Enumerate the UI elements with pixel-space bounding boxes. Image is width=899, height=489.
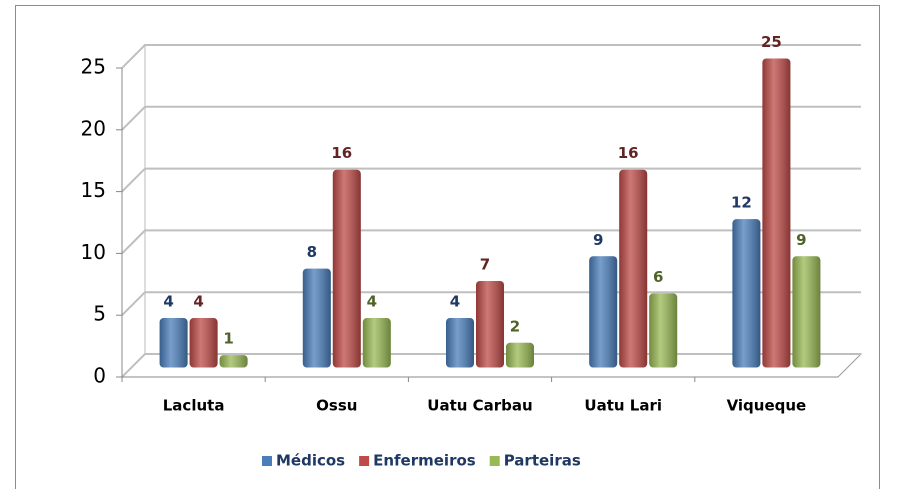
- bar-shade: [189, 318, 218, 368]
- y-tick-label: 15: [81, 178, 106, 202]
- legend-label: Enfermeiros: [373, 452, 476, 470]
- bar-shade: [732, 219, 761, 368]
- value-label: 8: [307, 243, 317, 261]
- legend-swatch: [262, 456, 272, 466]
- value-label: 9: [796, 231, 806, 249]
- bar-shade: [476, 280, 504, 368]
- bar-shade: [619, 169, 648, 368]
- y-tick-label: 0: [93, 364, 106, 388]
- value-label: 4: [450, 293, 460, 311]
- x-tick-label: Uatu Carbau: [427, 397, 532, 415]
- value-label: 2: [510, 317, 520, 335]
- value-label: 4: [163, 293, 173, 311]
- bar-shade: [792, 256, 821, 368]
- bar-shade: [446, 318, 474, 368]
- bar-shade: [649, 293, 678, 368]
- bar-shade: [362, 318, 391, 368]
- value-label: 1: [223, 330, 233, 348]
- y-tick-label: 20: [81, 116, 106, 140]
- bar-shade: [589, 256, 618, 368]
- value-label: 12: [731, 194, 752, 212]
- legend-swatch: [359, 456, 370, 466]
- legend-label: Médicos: [276, 452, 345, 470]
- value-label: 4: [367, 293, 377, 311]
- value-label: 6: [653, 268, 663, 286]
- bar-shade: [219, 355, 248, 368]
- value-label: 9: [593, 231, 603, 249]
- bar-shade: [302, 268, 331, 368]
- y-tick-label: 25: [81, 55, 106, 79]
- bar-shade: [332, 169, 361, 368]
- bar-shade: [506, 342, 534, 368]
- bar-shade: [159, 318, 188, 368]
- y-tick-label: 5: [93, 302, 106, 326]
- x-tick-label: Lacluta: [163, 397, 225, 415]
- value-label: 16: [331, 144, 352, 162]
- grid-line: [121, 44, 861, 69]
- value-label: 4: [193, 293, 203, 311]
- value-label: 7: [480, 255, 490, 273]
- x-tick-label: Uatu Lari: [584, 397, 662, 415]
- grid-line: [121, 105, 861, 131]
- y-tick-label: 10: [81, 240, 106, 264]
- legend-label: Parteiras: [504, 452, 581, 470]
- x-tick-label: Viqueque: [727, 397, 807, 415]
- value-label: 25: [761, 33, 782, 51]
- x-tick-label: Ossu: [316, 397, 357, 415]
- bar-shade: [762, 58, 791, 368]
- grid-line: [121, 167, 861, 193]
- legend-swatch: [489, 456, 500, 466]
- value-label: 16: [618, 144, 639, 162]
